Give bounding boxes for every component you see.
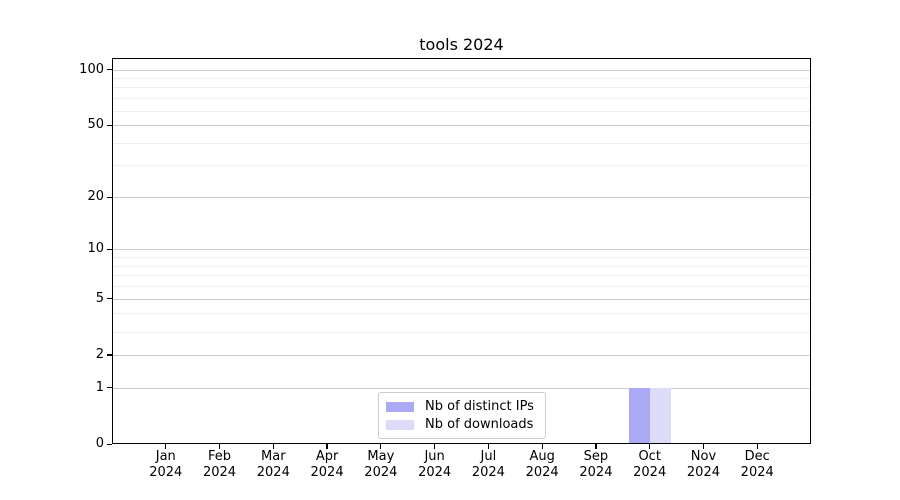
legend-label-distinct-ips: Nb of distinct IPs [425,398,534,414]
x-tick-mark [649,444,651,449]
x-tick-mark [541,444,543,449]
y-tick-label: 50 [87,117,104,133]
x-tick-mark [434,444,436,449]
x-tick-mark [326,444,328,449]
y-tick-mark [107,124,112,126]
gridline-minor [112,98,811,100]
legend-item-distinct-ips: Nb of distinct IPs [386,398,536,415]
x-tick-mark [756,444,758,449]
gridline-minor [112,110,811,112]
gridline-minor [112,165,811,167]
x-tick-label: Oct 2024 [633,449,667,480]
x-tick-label: Jun 2024 [418,449,452,480]
gridline-major [112,249,811,251]
y-tick-label: 10 [87,241,104,257]
y-tick-label: 1 [95,379,104,395]
gridline-minor [112,331,811,333]
x-tick-label: Jul 2024 [471,449,505,480]
legend-item-downloads: Nb of downloads [386,416,536,433]
gridline-minor [112,142,811,144]
gridline-minor [112,313,811,315]
legend-swatch-downloads [386,419,414,430]
gridline-minor [112,87,811,89]
y-tick-label: 0 [95,436,104,451]
legend-label-downloads: Nb of downloads [425,416,534,432]
bar-nb-of-distinct-ips [628,387,650,444]
gridline-major [112,354,811,356]
x-tick-label: Mar 2024 [256,449,290,480]
gridline-minor [112,257,811,259]
y-tick-label: 100 [79,61,104,77]
gridline-minor [112,286,811,288]
chart-title: tools 2024 [419,35,504,54]
y-tick-label: 2 [95,346,104,362]
gridline-minor [112,78,811,80]
legend-swatch-distinct-ips [386,401,414,412]
y-tick-label: 20 [87,189,104,204]
gridline-major [112,125,811,127]
x-tick-mark [595,444,597,449]
y-tick-mark [107,354,112,356]
x-tick-mark [165,444,167,449]
x-tick-mark [487,444,489,449]
y-tick-mark [107,387,112,389]
y-tick-mark [107,298,112,300]
x-tick-label: Nov 2024 [686,449,720,480]
y-tick-label: 5 [95,290,104,306]
x-tick-label: Sep 2024 [579,449,613,480]
y-tick-mark [107,69,112,71]
x-tick-label: Apr 2024 [310,449,344,480]
x-tick-mark [380,444,382,449]
x-tick-label: Dec 2024 [740,449,774,480]
x-tick-label: Aug 2024 [525,449,559,480]
gridline-major [112,298,811,300]
gridline-major [112,197,811,198]
x-tick-label: Jan 2024 [149,449,183,480]
plot-area [112,58,811,444]
x-tick-mark [218,444,221,449]
x-tick-label: May 2024 [364,449,398,480]
gridline-major [112,387,811,389]
gridline-minor [112,265,811,267]
bar-nb-of-downloads [649,387,671,444]
y-tick-mark [107,196,112,198]
x-tick-label: Feb 2024 [202,449,237,480]
gridline-minor [112,275,811,277]
gridline-major [112,69,811,71]
x-tick-mark [702,444,705,449]
y-tick-mark [107,248,112,251]
legend: Nb of distinct IPs Nb of downloads [378,392,546,439]
y-tick-mark [107,443,112,445]
x-tick-mark [272,444,274,449]
